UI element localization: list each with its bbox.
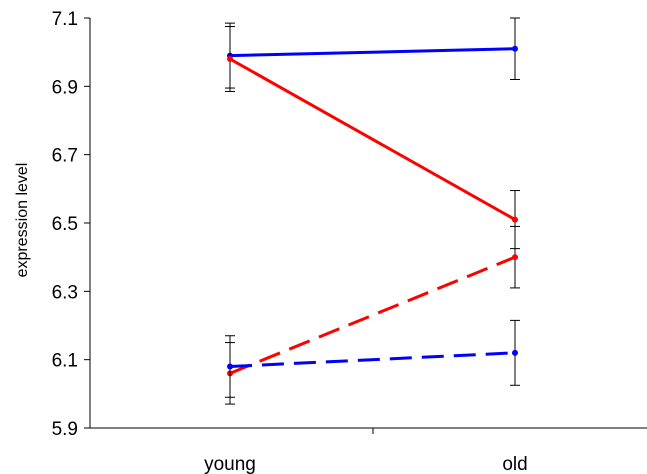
series-3 [225, 225, 520, 405]
data-point [512, 45, 518, 52]
series-line [229, 255, 516, 375]
series-1 [225, 17, 520, 89]
y-tick-label: 5.9 [52, 419, 78, 440]
y-tick-label: 6.9 [52, 77, 78, 98]
series-line [229, 47, 516, 58]
data-point [227, 363, 233, 370]
y-tick-label: 7.1 [52, 9, 78, 30]
y-tick-label: 6.5 [52, 214, 78, 235]
y-axis-label: expression level [14, 163, 31, 278]
series-layer [225, 17, 520, 405]
data-point [512, 349, 518, 356]
series-2 [225, 26, 520, 250]
x-tick-label: old [502, 454, 527, 474]
y-tick-label: 6.7 [52, 146, 78, 167]
series-line [229, 351, 516, 368]
series-4 [225, 319, 520, 398]
data-point [512, 254, 518, 261]
data-point [512, 216, 518, 223]
series-line [229, 57, 516, 221]
data-point [227, 56, 233, 62]
x-tick-label: young [204, 454, 256, 474]
axes: 5.9 6.1 6.3 6.5 6.7 6.9 7.1 young old [52, 9, 647, 474]
y-tick-label: 6.3 [52, 282, 78, 303]
y-tick-label: 6.1 [52, 351, 78, 372]
